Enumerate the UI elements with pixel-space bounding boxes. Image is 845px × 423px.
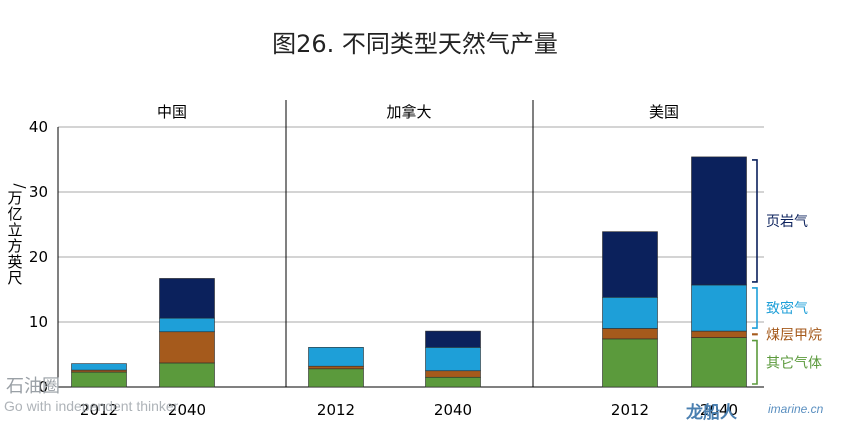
bar-segment [425, 347, 481, 372]
bar-segment [71, 371, 127, 388]
bar-segment [308, 347, 364, 367]
y-axis-title-char: 英 [7, 253, 22, 271]
x-tick-label: 2040 [168, 401, 206, 419]
watermark-left-sub: Go with independent thinker [4, 398, 179, 414]
bar-segment [159, 331, 215, 364]
legend-bracket [752, 287, 758, 329]
y-axis-title-char: 尺 [7, 269, 22, 287]
bar-segment [691, 284, 747, 332]
bar-segment [159, 278, 215, 319]
y-axis-title-char: 万 [7, 189, 22, 207]
bar-segment [425, 370, 481, 378]
y-tick-label: 10 [29, 313, 48, 331]
bar-segment [159, 317, 215, 333]
x-tick-label: 2040 [700, 401, 738, 419]
y-axis-title-char: 立 [7, 221, 22, 239]
bar-segment [691, 337, 747, 388]
y-axis-slash: / [11, 183, 29, 189]
panel-label-0: 中国 [157, 103, 187, 121]
y-tick-label: 40 [29, 118, 48, 136]
y-tick-label: 30 [29, 183, 48, 201]
x-tick-label: 2012 [80, 401, 118, 419]
legend-bracket [752, 339, 758, 385]
watermark-left: 石油圈 [6, 376, 60, 396]
bar-segment [602, 328, 658, 340]
bar-segment [71, 363, 127, 371]
bar-segment [308, 365, 364, 370]
y-tick-label: 20 [29, 248, 48, 266]
x-tick-label: 2012 [611, 401, 649, 419]
bar-segment [308, 368, 364, 388]
legend-label: 其它气体 [766, 354, 822, 371]
bar-segment [602, 338, 658, 388]
x-tick-label: 2012 [317, 401, 355, 419]
legend-bracket [752, 159, 758, 283]
watermark-right-url: imarine.cn [768, 402, 824, 416]
x-tick-label: 2040 [434, 401, 472, 419]
legend-label: 致密气 [766, 300, 808, 317]
y-axis-title-char: 亿 [7, 205, 22, 223]
y-tick-label: 0 [38, 378, 48, 396]
panel-label-2: 美国 [649, 103, 679, 121]
legend-label: 煤层甲烷 [766, 327, 822, 343]
watermark-right: 龙船人 [686, 403, 737, 422]
bar-segment [159, 362, 215, 388]
bar-segment [691, 330, 747, 338]
panel-label-1: 加拿大 [386, 103, 431, 121]
bar-segment [602, 231, 658, 298]
bar-segment [691, 156, 747, 286]
legend-bracket [752, 333, 758, 336]
chart-title: 图26. 不同类型天然气产量 [272, 30, 558, 58]
legend-label: 页岩气 [766, 214, 808, 230]
bar-segment [425, 376, 481, 388]
y-axis-title-char: 方 [7, 237, 22, 255]
bar-segment [425, 330, 481, 348]
bar-segment [602, 296, 658, 329]
